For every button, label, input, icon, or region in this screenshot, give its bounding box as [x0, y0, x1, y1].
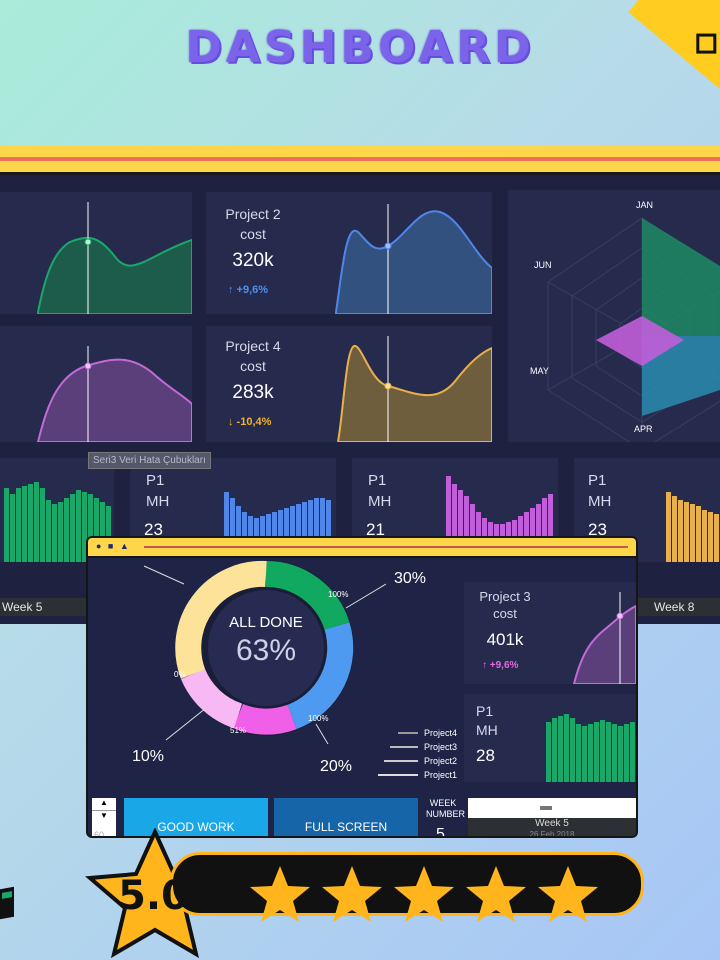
mh-label: P1 MH — [588, 472, 612, 510]
purple-area-chart-small — [572, 592, 636, 684]
radar-label-apr: APR — [634, 424, 653, 434]
gold-area-chart — [336, 336, 492, 442]
label-pink: 51% — [230, 726, 247, 735]
star-icon — [322, 866, 382, 922]
kpi-panel-project-4: Project 4 cost 283k ↓ -10,4% — [206, 326, 492, 442]
label-green: 100% — [328, 590, 349, 599]
legend-item: Project4 — [424, 728, 458, 738]
week-number-label: WEEK NUMBER — [426, 798, 466, 819]
spinner-control[interactable]: ▲ ▼ — [92, 798, 116, 836]
donut-chart — [143, 560, 387, 745]
callout-blue: 20% — [320, 758, 353, 775]
green-area-chart — [37, 202, 193, 315]
callout-green: 30% — [394, 570, 427, 587]
front-dashboard-window: ● ■ ▲ ALL DONE 63% 30% 20% 10% 100% 100%… — [86, 536, 638, 838]
radar-panel: JAN JUN MAY APR — [508, 190, 720, 451]
donut-center-title: ALL DONE — [229, 614, 303, 631]
purple-area-chart — [36, 346, 193, 443]
spreadsheet-icon — [0, 886, 14, 920]
kpi-title: Project 2 cost — [225, 206, 281, 242]
mh-panel-front: P1 MH 28 — [464, 694, 636, 782]
gold-bar-chart — [666, 492, 719, 562]
week-slider-track[interactable] — [468, 798, 636, 818]
back-dashboard-header — [0, 146, 720, 175]
rating-value: 5.0 — [118, 873, 189, 919]
chart-panel-green — [0, 192, 193, 315]
titlebar-line — [144, 546, 628, 548]
legend-item: Project1 — [424, 770, 458, 780]
week-bar-right: Week 8 — [634, 598, 720, 616]
callout-pink: 10% — [132, 748, 165, 765]
week-slider-handle[interactable] — [540, 806, 552, 810]
week-slider-panel[interactable]: Week 5 26 Feb 2018 — [468, 798, 636, 838]
label-yellow: 0% — [174, 670, 186, 679]
spinner-up-icon[interactable]: ▲ — [92, 798, 116, 811]
donut-center-value: 63% — [235, 634, 297, 667]
window-controls-icon[interactable]: ● ■ ▲ — [96, 541, 131, 551]
week-number-value: 5 — [436, 826, 445, 838]
date-label: 26 Feb 2018 — [529, 830, 575, 838]
green-bar-chart-small — [546, 714, 635, 782]
week-label-right: Week 8 — [654, 600, 695, 614]
mh-label: P1 MH — [476, 703, 498, 738]
mh-value: 21 — [366, 520, 385, 539]
header-stripe — [0, 157, 720, 161]
kpi-title: Project 4 cost — [225, 338, 281, 374]
page-title: DASHBOARD — [185, 22, 535, 73]
legend-item: Project3 — [424, 742, 458, 752]
chart-panel-purple — [0, 326, 193, 443]
star-icon — [394, 866, 454, 922]
star-icon — [538, 866, 598, 922]
legend-item: Project2 — [424, 756, 458, 766]
kpi-panel-project-2: Project 2 cost 320k ↑ +9,6% — [206, 192, 492, 314]
week-bar-left: Week 5 — [0, 598, 90, 616]
front-window-titlebar[interactable]: ● ■ ▲ — [88, 538, 636, 558]
mh-label: P1 MH — [146, 472, 170, 510]
radar-label-jan: JAN — [636, 200, 654, 210]
kpi-delta: ↑ +9,6% — [228, 284, 269, 296]
week-label-left: Week 5 — [2, 600, 43, 614]
back-dashboard: Project 2 cost 320k ↑ +9,6% JAN JUN MAY … — [0, 146, 720, 624]
kpi-delta: ↑ +9,6% — [482, 660, 519, 671]
kpi-value: 320k — [232, 250, 274, 271]
mh-value: 28 — [476, 746, 495, 765]
kpi-value: 401k — [486, 630, 524, 649]
spinner-value: 60 — [94, 830, 105, 838]
mh-label: P1 MH — [368, 472, 392, 510]
mh-value: 23 — [144, 520, 163, 539]
star-icon — [466, 866, 526, 922]
week-label: Week 5 — [535, 818, 569, 829]
star-icon — [250, 866, 310, 922]
green-bar-chart — [4, 482, 111, 562]
corner-icon — [696, 33, 717, 54]
mh-panel-green — [0, 458, 114, 562]
full-screen-button[interactable]: FULL SCREEN — [274, 798, 418, 836]
kpi-value: 283k — [232, 382, 274, 403]
radar-label-jun: JUN — [534, 260, 552, 270]
chart-tooltip: Seri3 Veri Hata Çubukları — [88, 452, 211, 469]
spinner-down-icon[interactable]: ▼ — [100, 811, 108, 820]
kpi-delta: ↓ -10,4% — [228, 416, 272, 428]
kpi-panel-project-3: Project 3 cost 401k ↑ +9,6% — [464, 582, 636, 684]
radar-label-may: MAY — [530, 366, 549, 376]
mh-value: 23 — [588, 520, 607, 539]
kpi-title: Project 3 cost — [479, 589, 531, 621]
radar-chart — [547, 217, 720, 451]
good-work-button[interactable]: GOOD WORK — [124, 798, 268, 836]
blue-area-chart — [335, 204, 492, 314]
label-blue: 100% — [308, 714, 329, 723]
